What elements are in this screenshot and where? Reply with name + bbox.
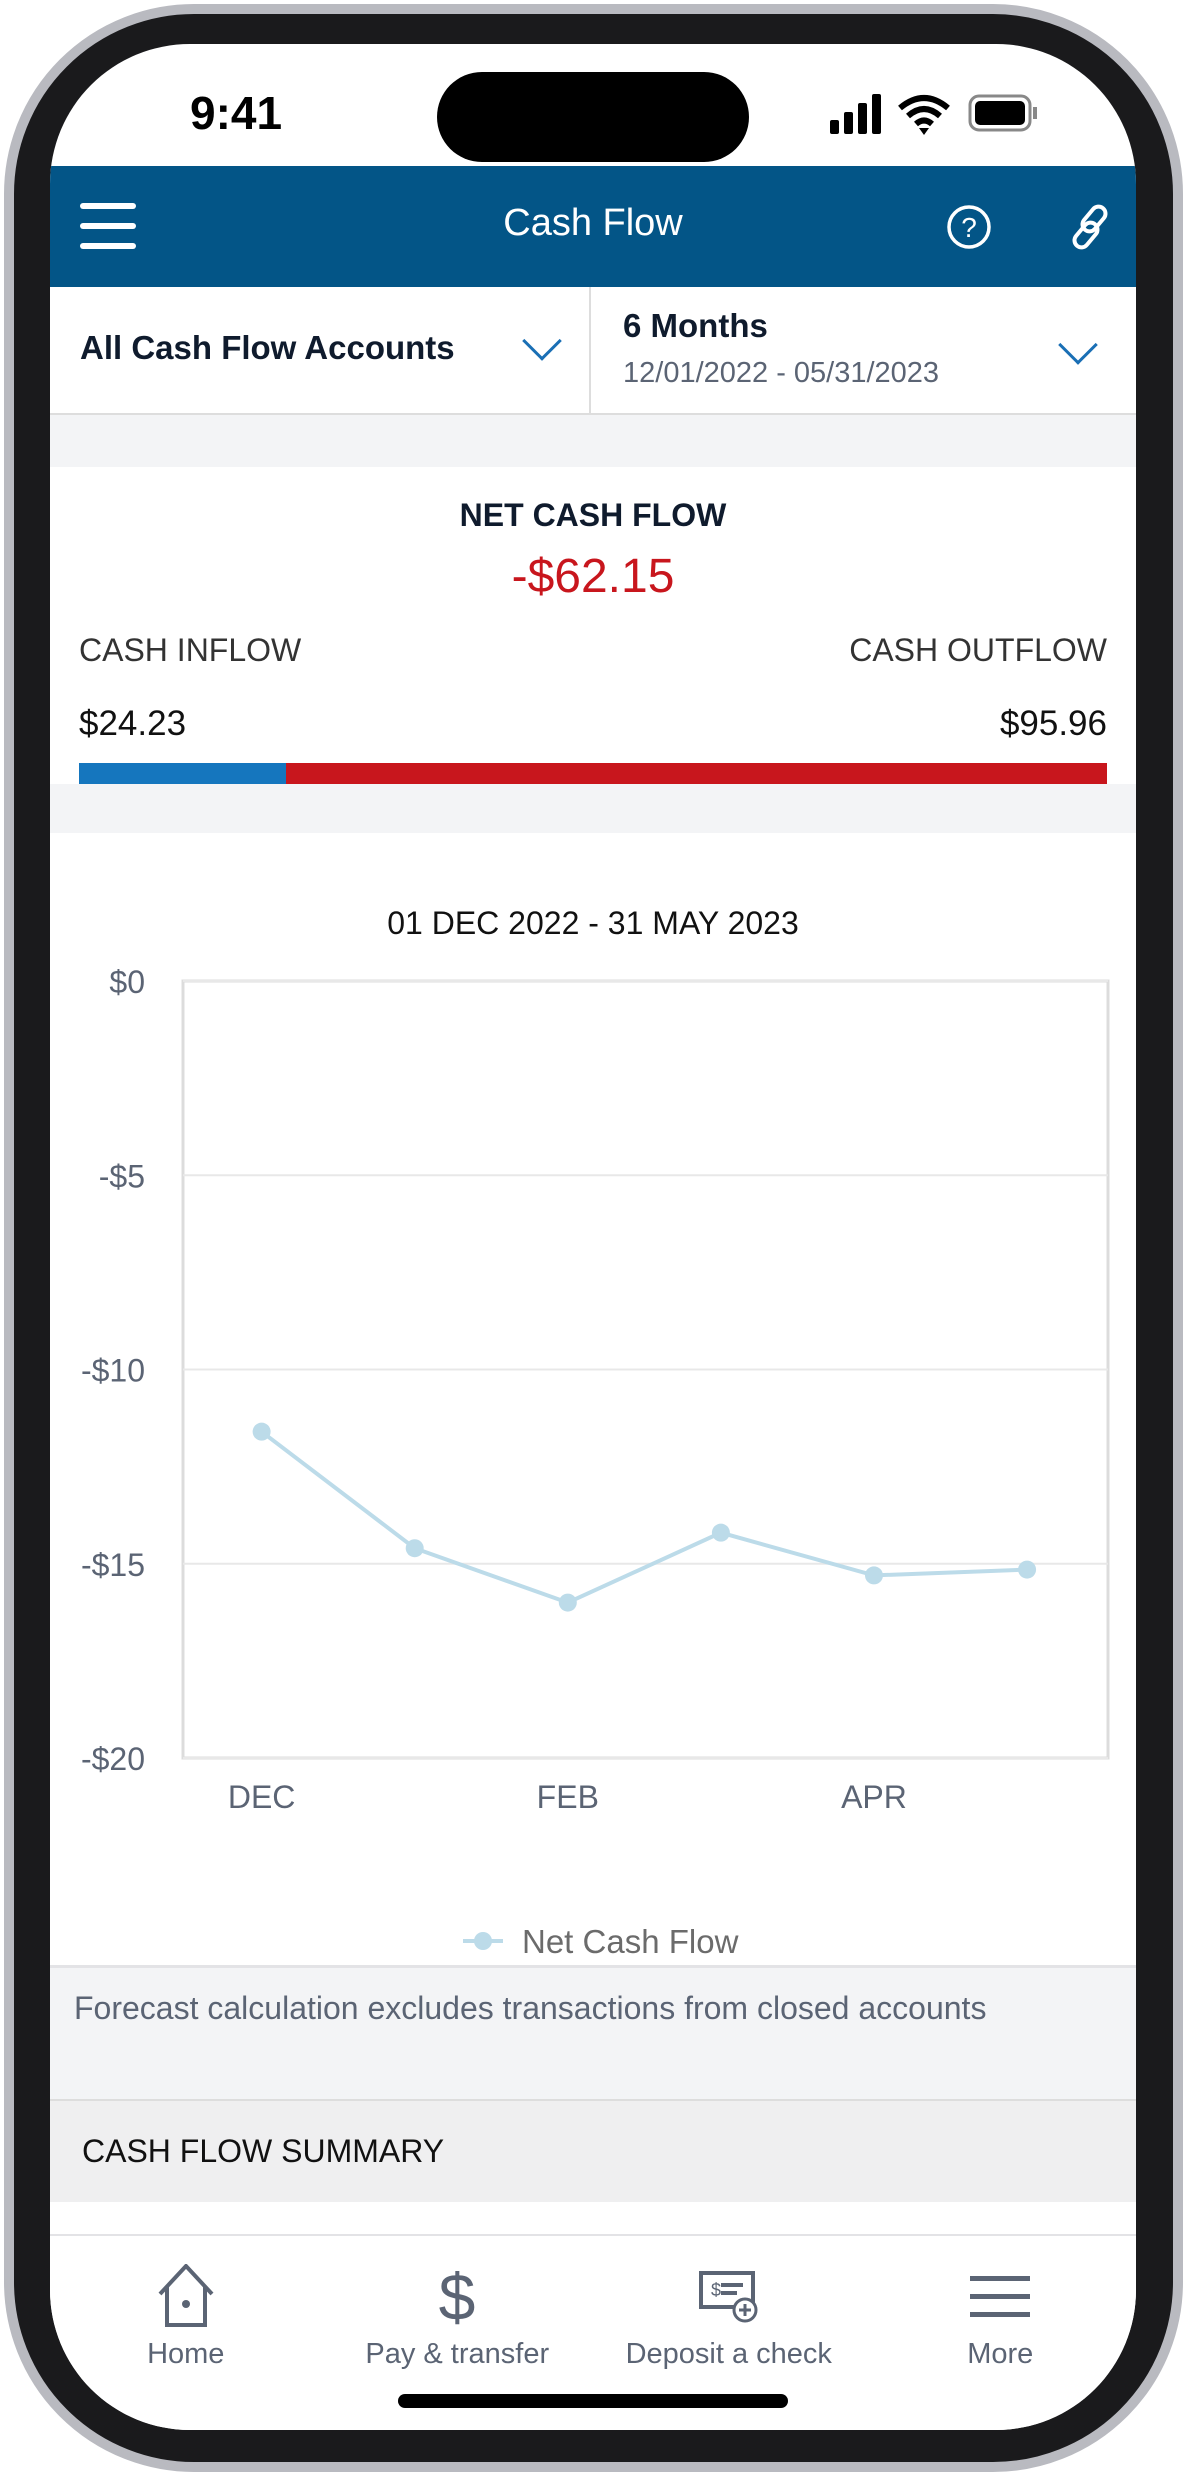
chevron-down-icon (522, 321, 562, 361)
dollar-icon: $ (439, 2264, 476, 2328)
section-title: CASH FLOW SUMMARY (82, 2133, 445, 2169)
data-point (558, 1593, 577, 1612)
tab-more[interactable]: More (865, 2264, 1137, 2371)
cash-outflow-label: CASH OUTFLOW (849, 632, 1107, 668)
svg-text:$: $ (711, 2280, 721, 2300)
svg-text:?: ? (961, 212, 977, 243)
cash-flow-bar (79, 763, 1107, 784)
y-tick-label: -$15 (81, 1547, 145, 1583)
home-indicator (398, 2394, 788, 2408)
account-selector[interactable]: All Cash Flow Accounts (50, 287, 591, 415)
y-tick-label: -$10 (81, 1353, 145, 1389)
outflow-bar (286, 763, 1107, 784)
tab-label: Pay & transfer (365, 2338, 550, 2370)
line-chart: $0 -$5 -$10 -$15 -$20 DEC FEB APR Net Cash Flow (81, 964, 1110, 1960)
data-point (252, 1422, 271, 1441)
y-tick-label: -$5 (99, 1158, 145, 1194)
home-icon (158, 2264, 214, 2327)
svg-text:$: $ (439, 2264, 476, 2328)
status-bar: 9:41 (50, 44, 1136, 166)
net-cash-flow-value: -$62.15 (511, 550, 675, 603)
footnote-area: Forecast calculation excludes transactio… (50, 1965, 1136, 2099)
status-time: 9:41 (190, 87, 283, 139)
dynamic-island (437, 72, 749, 162)
screen: 9:41 Cash Flow ? All Cash Flow Accounts … (50, 44, 1136, 2430)
tab-label: More (967, 2338, 1034, 2370)
chevron-down-icon (1058, 325, 1098, 365)
data-point (864, 1566, 883, 1585)
spacer (50, 784, 1136, 833)
spacer (50, 415, 1136, 467)
x-tick-label: DEC (228, 1779, 296, 1815)
net-cash-flow-card: NET CASH FLOW -$62.15 CASH INFLOW CASH O… (50, 467, 1136, 784)
series-line (260, 1430, 1028, 1605)
cash-flow-summary-header[interactable]: CASH FLOW SUMMARY (50, 2099, 1136, 2202)
cash-outflow-value: $95.96 (999, 704, 1107, 743)
menu-icon (970, 2276, 1031, 2317)
page-title: Cash Flow (503, 202, 683, 244)
question-circle-icon[interactable]: ? (946, 204, 992, 250)
period-selector[interactable]: 6 Months 12/01/2022 - 05/31/2023 (591, 287, 1136, 415)
tab-label: Deposit a check (625, 2338, 832, 2370)
check-deposit-icon: $ (698, 2271, 758, 2323)
chart-title: 01 DEC 2022 - 31 MAY 2023 (387, 905, 799, 941)
cash-inflow-value: $24.23 (79, 704, 187, 743)
legend-marker (474, 1932, 492, 1950)
footnote: Forecast calculation excludes transactio… (74, 1990, 987, 2026)
hamburger-icon[interactable] (80, 203, 138, 249)
period-value: 6 Months (623, 307, 768, 344)
link-icon[interactable] (1068, 202, 1114, 252)
x-tick-label: APR (841, 1779, 907, 1815)
tab-label: Home (147, 2338, 225, 2370)
x-tick-label: FEB (537, 1779, 599, 1815)
net-cash-flow-title: NET CASH FLOW (459, 497, 727, 533)
y-tick-label: -$20 (81, 1741, 145, 1777)
inflow-bar (79, 763, 287, 784)
tab-home[interactable]: Home (50, 2264, 322, 2371)
chart-card: $0 -$5 -$10 -$15 -$20 DEC FEB APR Net Cash Flow … (50, 833, 1136, 1965)
account-selector-value: All Cash Flow Accounts (80, 329, 455, 366)
status-icons (830, 94, 1037, 135)
legend-label: Net Cash Flow (522, 1923, 739, 1960)
data-point (405, 1539, 424, 1558)
date-range: 12/01/2022 - 05/31/2023 (623, 357, 940, 389)
app-header: Cash Flow ? (50, 166, 1136, 287)
cash-inflow-label: CASH INFLOW (79, 632, 302, 668)
data-point (1018, 1560, 1037, 1579)
y-tick-label: $0 (109, 964, 145, 1000)
data-point (711, 1523, 730, 1542)
tab-pay-transfer[interactable]: $ Pay & transfer (322, 2264, 594, 2371)
tab-deposit-check[interactable]: $ Deposit a check (593, 2264, 865, 2371)
